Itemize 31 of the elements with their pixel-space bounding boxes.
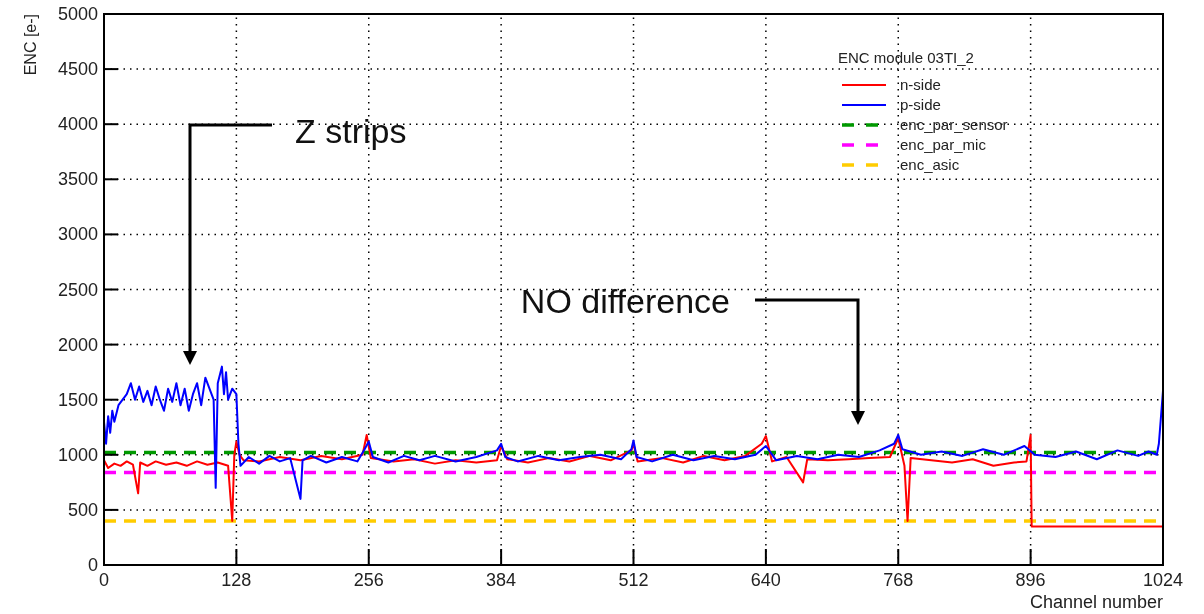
x-tick-label: 384: [486, 570, 517, 590]
legend-label: p-side: [900, 96, 941, 113]
y-tick-label: 500: [67, 499, 98, 520]
y-tick-label: 0: [87, 555, 98, 575]
legend-label: enc_asic: [900, 156, 960, 173]
x-tick-label: 768: [883, 570, 914, 590]
legend-title: ENC module 03TI_2: [838, 49, 974, 66]
x-tick-label: 640: [750, 570, 781, 590]
y-tick-label: 2000: [57, 334, 98, 355]
annotation: Z strips: [295, 112, 407, 150]
x-tick-label: 256: [353, 570, 384, 590]
legend-label: enc_par_sensor: [900, 116, 1008, 133]
y-tick-label: 1500: [57, 389, 98, 410]
annotation: NO difference: [520, 282, 730, 320]
line-series: [103, 365, 1164, 500]
legend-label: enc_par_mic: [900, 136, 987, 153]
y-tick-label: 2500: [57, 279, 98, 300]
x-tick-label: 1024: [1142, 570, 1184, 590]
y-tick-label: 4000: [57, 114, 98, 135]
y-tick-label: 4500: [57, 59, 98, 80]
y-tick-label: 1000: [57, 444, 98, 465]
x-tick-label: 512: [618, 570, 649, 590]
y-tick-label: 3500: [57, 169, 98, 190]
x-tick-label: 128: [221, 570, 252, 590]
legend-label: n-side: [900, 76, 941, 93]
y-tick-label: 3000: [57, 224, 98, 245]
x-tick-label: 896: [1015, 570, 1046, 590]
line-series: [103, 433, 1164, 528]
x-axis-title: Channel number: [1029, 592, 1163, 612]
y-axis-title: ENC [e-]: [22, 14, 39, 76]
y-tick-label: 5000: [57, 4, 98, 24]
